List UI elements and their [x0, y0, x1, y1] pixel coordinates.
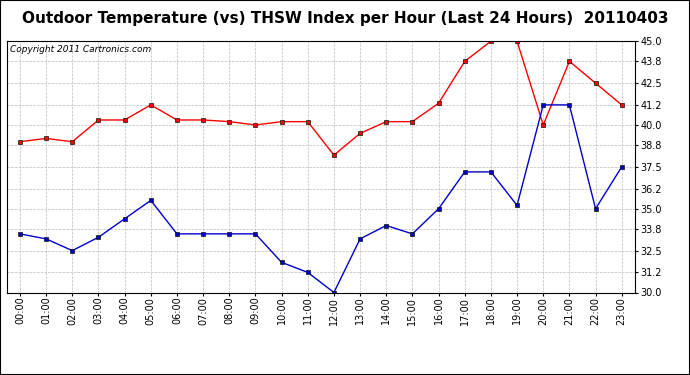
Text: Outdoor Temperature (vs) THSW Index per Hour (Last 24 Hours)  20110403: Outdoor Temperature (vs) THSW Index per …	[22, 11, 668, 26]
Text: Copyright 2011 Cartronics.com: Copyright 2011 Cartronics.com	[10, 45, 151, 54]
